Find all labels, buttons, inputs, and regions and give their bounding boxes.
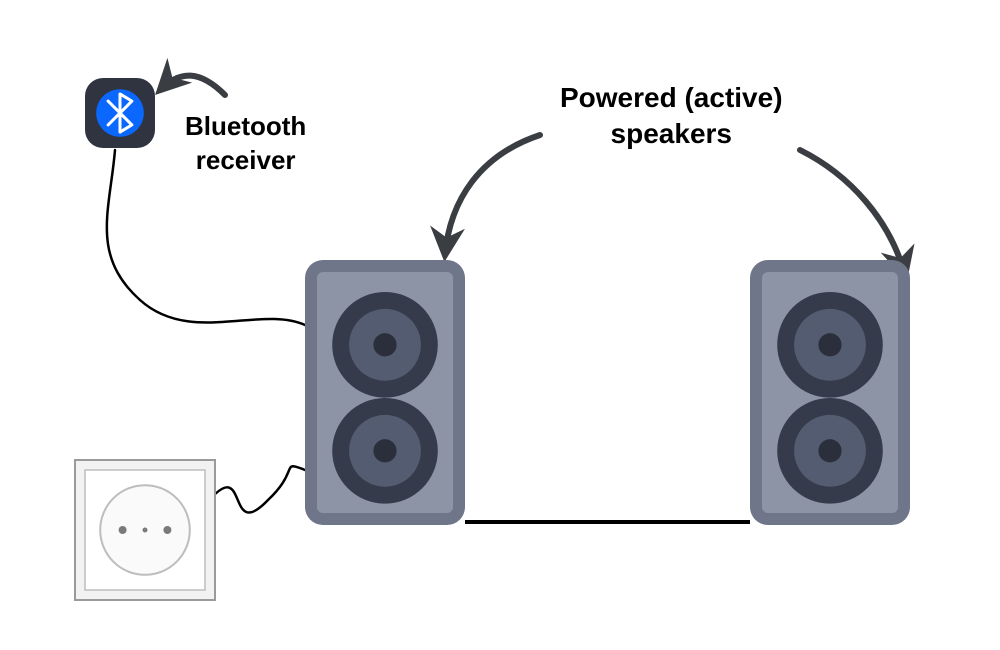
arrow-to-left-speaker <box>445 135 540 255</box>
power-outlet <box>75 460 215 600</box>
wire-outlet-to-speaker <box>205 466 305 512</box>
bluetooth-label: Bluetooth receiver <box>185 110 306 178</box>
speakers-label: Powered (active) speakers <box>560 80 783 153</box>
arrow-to-right-speaker <box>800 150 905 275</box>
arrow-to-bluetooth <box>160 76 225 95</box>
bluetooth-receiver <box>85 78 155 148</box>
diagram-canvas <box>0 0 1000 650</box>
speaker-right <box>750 260 910 525</box>
speaker-left <box>305 260 465 525</box>
